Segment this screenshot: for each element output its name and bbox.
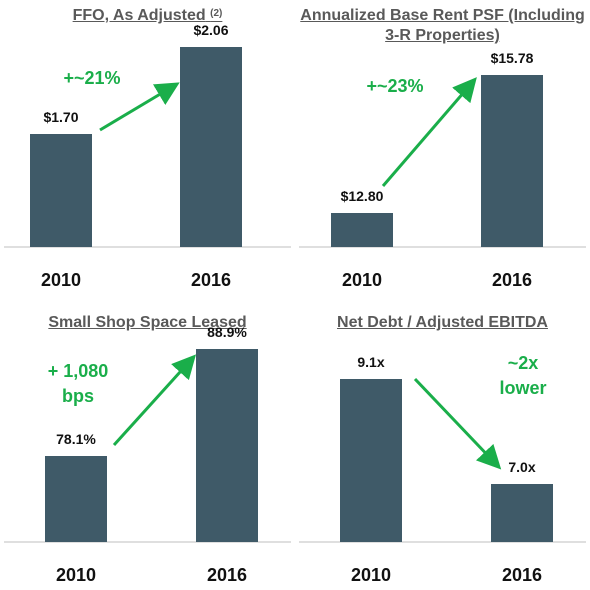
annotation-rent-line-1: +~23% <box>366 76 423 96</box>
data-label-rent-2010: $12.80 <box>341 188 384 204</box>
annotation-debt-line-1: ~2x <box>508 353 539 373</box>
x-tick-label-shop-2016: 2016 <box>207 565 247 585</box>
data-label-ffo-2010: $1.70 <box>43 109 78 125</box>
annotation-shop-line-2: bps <box>62 386 94 406</box>
bar-debt-2010 <box>340 379 402 542</box>
data-label-shop-2016: 88.9% <box>207 324 247 340</box>
chart-svg-rent: $12.80 2010 $15.78 2016 +~23% <box>299 50 586 290</box>
x-tick-label-shop-2010: 2010 <box>56 565 96 585</box>
chart-title-line-2: 3-R Properties) <box>385 27 500 44</box>
annotation-debt-line-2: lower <box>499 378 546 398</box>
data-label-shop-2010: 78.1% <box>56 431 96 447</box>
chart-title-debt: Net Debt / Adjusted EBITDA <box>337 314 548 331</box>
chart-svg-ffo: $1.70 2010 $2.06 2016 +~21% <box>4 22 291 290</box>
chart-title-ffo: FFO, As Adjusted (2) <box>0 6 295 26</box>
x-tick-label-ffo-2010: 2010 <box>41 270 81 290</box>
trend-arrow-ffo <box>99 82 180 132</box>
trend-arrow-debt <box>413 377 502 470</box>
x-tick-label-debt-2016: 2016 <box>502 565 542 585</box>
data-label-debt-2010: 9.1x <box>357 354 384 370</box>
x-tick-label-debt-2010: 2010 <box>351 565 391 585</box>
annotation-shop-line-1: + 1,080 <box>48 361 109 381</box>
chart-svg-shop: 78.1% 2010 88.9% 2016 + 1,080 bps <box>4 324 291 585</box>
data-label-ffo-2016: $2.06 <box>193 22 228 38</box>
chart-panel-rent: Annualized Base Rent PSF (Including 3-R … <box>295 0 590 295</box>
chart-panel-ffo: FFO, As Adjusted (2) $1.70 2010 $2.06 2016 +… <box>0 0 295 295</box>
chart-svg-debt: 9.1x 2010 7.0x 2016 ~2x lower <box>299 353 586 585</box>
bar-rent-2016 <box>481 75 543 247</box>
data-label-debt-2016: 7.0x <box>508 459 535 475</box>
chart-panel-debt: Net Debt / Adjusted EBITDA 9.1x 2010 7.0x 2… <box>295 295 590 590</box>
bar-ffo-2016 <box>180 47 242 247</box>
bar-debt-2016 <box>491 484 553 542</box>
bar-rent-2010 <box>331 213 393 247</box>
bar-shop-2016 <box>196 349 258 542</box>
data-label-rent-2016: $15.78 <box>491 50 534 66</box>
x-tick-label-rent-2010: 2010 <box>342 270 382 290</box>
title-footnote: (2) <box>210 8 223 19</box>
chart-title-rent: Annualized Base Rent PSF (Including 3-R … <box>295 6 590 46</box>
x-tick-label-ffo-2016: 2016 <box>191 270 231 290</box>
x-tick-label-rent-2016: 2016 <box>492 270 532 290</box>
chart-title-line-1: Annualized Base Rent PSF (Including <box>300 7 585 24</box>
trend-arrow-shop <box>112 354 197 447</box>
annotation-ffo-line-1: +~21% <box>63 68 120 88</box>
bar-ffo-2010 <box>30 134 92 247</box>
bar-shop-2010 <box>45 456 107 542</box>
chart-title-shop: Small Shop Space Leased <box>48 314 247 331</box>
chart-panel-shop: Small Shop Space Leased 78.1% 2010 88.9% 20… <box>0 295 295 590</box>
trend-arrow-rent <box>381 77 477 187</box>
chart-title-text: FFO, As Adjusted <box>72 7 206 24</box>
